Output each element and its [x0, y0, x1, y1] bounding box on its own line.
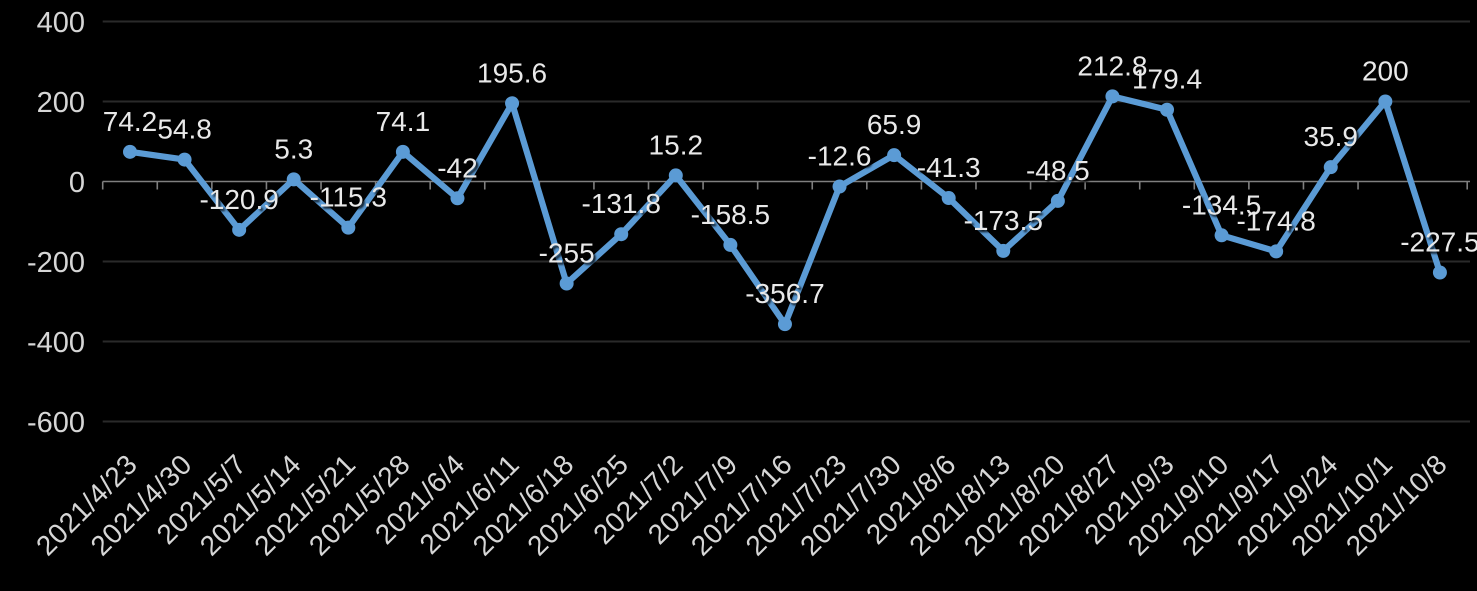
- data-point-marker: [668, 168, 683, 183]
- y-tick-label: 0: [69, 167, 85, 199]
- x-axis-labels: 2021/4/232021/4/302021/5/72021/5/142021/…: [30, 448, 1453, 561]
- data-label: 65.9: [867, 109, 922, 140]
- data-label: 15.2: [649, 129, 704, 160]
- data-label: -12.6: [808, 141, 872, 172]
- data-label: 35.9: [1304, 121, 1359, 152]
- data-point-marker: [1214, 228, 1229, 243]
- data-label: -131.8: [582, 188, 661, 219]
- data-point-marker: [1269, 244, 1284, 259]
- data-label: -227.5: [1400, 227, 1477, 258]
- data-label: -255: [539, 238, 595, 269]
- data-label: -174.8: [1236, 205, 1315, 236]
- data-point-marker: [1378, 94, 1393, 109]
- data-label: 179.4: [1132, 64, 1202, 95]
- data-label: 54.8: [157, 114, 212, 145]
- data-label: -120.9: [199, 184, 278, 215]
- data-point-marker: [887, 148, 902, 163]
- y-tick-label: -400: [27, 327, 85, 359]
- data-point-marker: [1323, 160, 1338, 175]
- data-point-marker: [395, 144, 410, 159]
- data-label: 74.2: [103, 106, 158, 137]
- data-point-marker: [123, 144, 137, 159]
- data-point-marker: [1160, 102, 1175, 117]
- y-tick-label: -200: [27, 247, 85, 279]
- y-tick-label: 400: [37, 7, 85, 39]
- data-point-marker: [450, 191, 465, 206]
- data-point-marker: [232, 222, 247, 237]
- data-point-marker: [341, 220, 356, 235]
- data-label: 200: [1362, 56, 1409, 87]
- y-tick-label: 200: [37, 87, 85, 119]
- data-label: 5.3: [274, 133, 313, 164]
- gridlines: [102, 20, 1470, 423]
- data-point-marker: [1432, 265, 1447, 280]
- data-point-marker: [177, 152, 192, 167]
- data-point-markers: [123, 89, 1447, 332]
- data-label: -115.3: [310, 182, 387, 213]
- data-point-marker: [941, 191, 956, 206]
- data-point-marker: [1105, 89, 1120, 104]
- data-labels: 74.2 54.8 -120.9 5.3 -115.3 74.1-42 195.6 -255 -…: [103, 50, 1477, 309]
- data-label: -41.3: [917, 152, 981, 183]
- data-point-marker: [505, 96, 520, 111]
- data-point-marker: [286, 172, 301, 187]
- data-point-marker: [614, 227, 629, 242]
- y-axis-labels: 400 200 0 -200 -400 -600: [27, 7, 85, 439]
- data-point-marker: [723, 237, 738, 252]
- data-label: -356.7: [745, 278, 824, 309]
- data-point-marker: [832, 179, 847, 194]
- data-point-marker: [777, 317, 792, 332]
- data-label: -42: [437, 152, 477, 183]
- data-label: -48.5: [1026, 155, 1090, 186]
- data-label: -173.5: [964, 205, 1043, 236]
- data-point-marker: [1050, 193, 1065, 208]
- data-label: 212.8: [1077, 50, 1147, 81]
- data-label: 74.1: [376, 106, 431, 137]
- data-point-marker: [559, 276, 574, 291]
- data-point-marker: [996, 243, 1011, 258]
- data-label: 195.6: [477, 57, 547, 88]
- y-tick-label: -600: [27, 407, 85, 439]
- data-label: -134.5: [1182, 189, 1261, 220]
- data-label: -158.5: [691, 199, 770, 230]
- x-axis: [101, 180, 1470, 190]
